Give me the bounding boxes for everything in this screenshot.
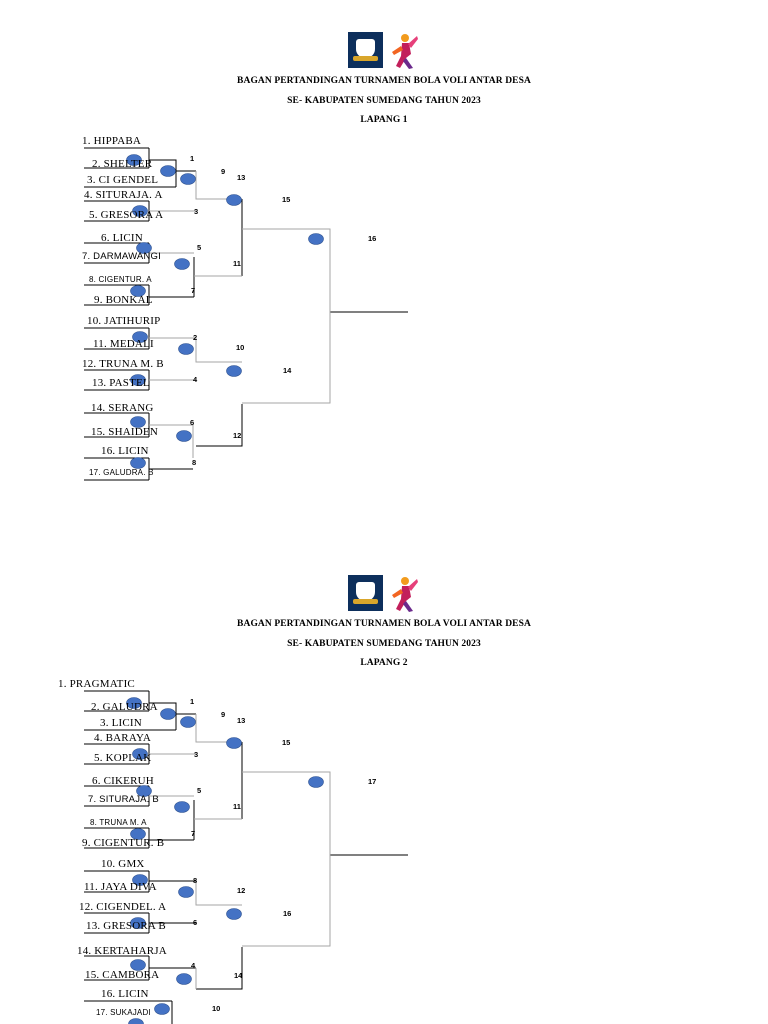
bracket-lapang-1: BAGAN PERTANDINGAN TURNAMEN BOLA VOLI AN…: [82, 32, 531, 481]
team-6: 6. LICIN: [101, 232, 143, 244]
bracket-title-line-3: LAPANG 1: [360, 115, 408, 125]
match-number: 7: [191, 286, 196, 295]
team-1: 1. HIPPABA: [82, 135, 142, 147]
match-number: 9: [221, 167, 226, 176]
bracket-title-line-2: SE- KABUPATEN SUMEDANG TAHUN 2023: [287, 96, 481, 106]
match-number: 4: [191, 961, 196, 970]
team-3: 3. LICIN: [100, 717, 142, 729]
team-8: 8. TRUNA M. A: [90, 818, 147, 827]
match-number: 11: [233, 802, 241, 811]
team-17: 17. GALUDRA. B: [89, 468, 154, 477]
volleyball-player-logo: [392, 34, 418, 69]
team-15: 15. CAMBORA: [85, 969, 160, 981]
team-4: 4. BARAYA: [94, 732, 152, 744]
team-16: 16. LICIN: [101, 988, 149, 1000]
match-number: 3: [194, 750, 199, 759]
match-dots: [126, 154, 324, 469]
match-dots: [126, 697, 324, 1024]
team-15: 15. SHAIDEN: [91, 426, 158, 438]
bracket-lapang-2: BAGAN PERTANDINGAN TURNAMEN BOLA VOLI AN…: [0, 543, 768, 1024]
match-number: 1: [190, 697, 195, 706]
match-number: 15: [282, 738, 291, 747]
match-number: 13: [237, 716, 246, 725]
match-number: 6: [193, 918, 198, 927]
volleyball-player-logo: [392, 577, 418, 612]
match-number: 14: [234, 971, 243, 980]
bracket-title-line-1: BAGAN PERTANDINGAN TURNAMEN BOLA VOLI AN…: [237, 619, 531, 629]
match-number: 12: [237, 886, 246, 895]
team-14: 14. KERTAHARJA: [77, 945, 167, 957]
team-12: 12. CIGENDEL. A: [79, 901, 167, 913]
team-3: 3. CI GENDEL: [87, 174, 159, 186]
match-number: 6: [190, 418, 195, 427]
team-10: 10. JATIHURIP: [87, 315, 161, 327]
team-14: 14. SERANG: [91, 402, 154, 414]
team-7: 7. SITURAJA. B: [88, 794, 159, 805]
match-number: 17: [368, 777, 377, 786]
match-number: 16: [368, 234, 377, 243]
team-4: 4. SITURAJA. A: [84, 189, 163, 201]
team-2: 2. GALUDRA: [91, 701, 158, 713]
team-8: 8. CIGENTUR. A: [89, 275, 152, 284]
match-number: 10: [236, 343, 245, 352]
match-number: 16: [283, 909, 292, 918]
team-9: 9. BONKAL: [94, 294, 153, 306]
match-number: 12: [233, 431, 242, 440]
team-13: 13. PASTEL: [92, 377, 150, 389]
team-6: 6. CIKERUH: [92, 775, 154, 787]
bracket-lines: [84, 147, 408, 481]
match-number: 14: [283, 366, 292, 375]
team-11: 11. JAYA DIVA: [84, 881, 157, 893]
bracket-title-line-1: BAGAN PERTANDINGAN TURNAMEN BOLA VOLI AN…: [237, 76, 531, 86]
match-number: 4: [193, 375, 198, 384]
match-number: 8: [193, 876, 198, 885]
header-logos: [348, 32, 420, 70]
match-number: 2: [193, 333, 198, 342]
match-number: 5: [197, 243, 202, 252]
team-7: 7. DARMAWANGI: [82, 251, 161, 262]
bracket-title-line-2: SE- KABUPATEN SUMEDANG TAHUN 2023: [287, 639, 481, 649]
team-5: 5. KOPLAK: [94, 752, 152, 764]
match-number: 5: [197, 786, 202, 795]
team-5: 5. GRESORA A: [89, 209, 164, 221]
match-number: 1: [190, 154, 195, 163]
header-logos: [348, 575, 420, 613]
match-number: 13: [237, 173, 246, 182]
team-13: 13. GRESORA B: [86, 920, 166, 932]
volleyball-shield-logo: [348, 575, 383, 611]
match-number: 15: [282, 195, 291, 204]
team-17: 17. SUKAJADI: [96, 1008, 151, 1017]
team-16: 16. LICIN: [101, 445, 149, 457]
team-2: 2. SHELTER: [92, 158, 153, 170]
volleyball-shield-logo: [348, 32, 383, 68]
team-9: 9. CIGENTUR. B: [82, 837, 165, 849]
bracket-lines: [84, 690, 408, 1024]
team-1: 1. PRAGMATIC: [58, 678, 135, 690]
team-11: 11. MEDALI: [93, 338, 154, 350]
bracket-title-line-3: LAPANG 2: [360, 658, 408, 668]
match-number: 10: [212, 1004, 221, 1013]
team-12: 12. TRUNA M. B: [82, 358, 164, 370]
match-number: 3: [194, 207, 199, 216]
match-number: 11: [233, 259, 241, 268]
match-number: 9: [221, 710, 226, 719]
match-number: 8: [192, 458, 197, 467]
team-10: 10. GMX: [101, 858, 145, 870]
match-number: 7: [191, 829, 196, 838]
